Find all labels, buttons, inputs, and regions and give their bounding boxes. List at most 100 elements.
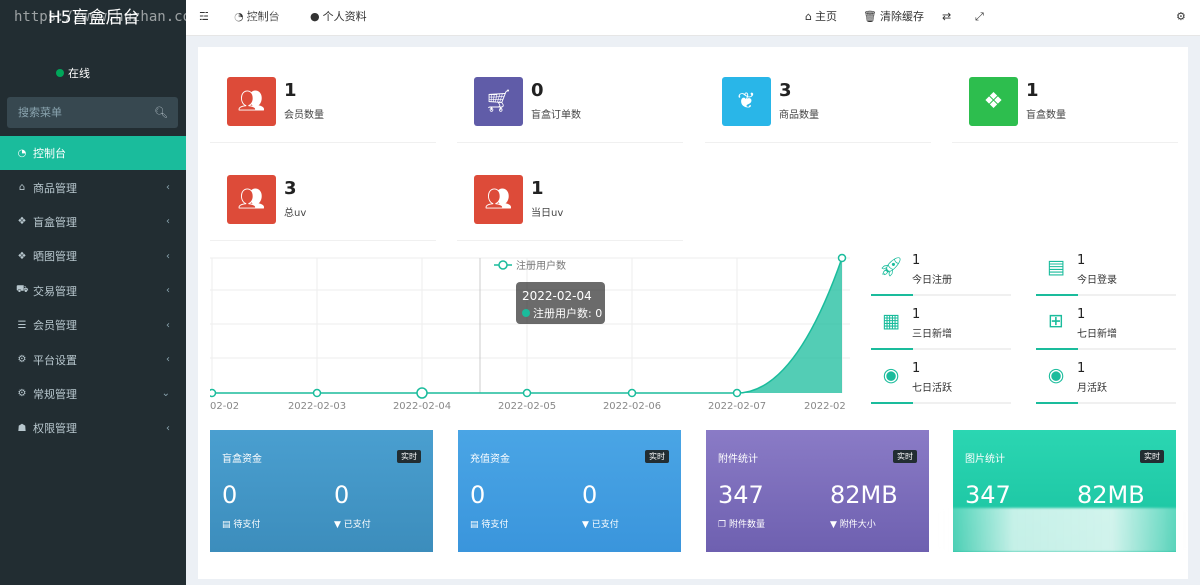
card-blindbox-funds: 盲盒资金 实时 0 ▤ 待支付 0 ▼ 已支付 <box>210 430 433 552</box>
stat-blindboxes[interactable]: ❖ 1 盲盒数量 <box>952 47 1178 143</box>
menu-toggle-button[interactable]: ☰ <box>199 10 209 23</box>
user-circle-icon: ◉ <box>1047 364 1065 386</box>
x-tick-label: 2022-02-07 <box>708 401 766 412</box>
language-icon[interactable]: ⇄ <box>942 10 952 23</box>
stat-today-uv[interactable]: 👥︎ 1 当日uv <box>457 145 683 241</box>
users-icon: 👥︎ <box>227 77 276 126</box>
card-label-text: 待支付 <box>481 520 509 530</box>
sidebar-item-photos[interactable]: ❖ 晒图管理 ‹ <box>0 239 186 273</box>
cart-icon: ⛟ <box>16 284 29 296</box>
mini-stat-label: 三日新增 <box>912 329 952 340</box>
mini-stat-underline <box>871 348 913 350</box>
x-tick-label: 2022-02-04 <box>393 401 451 412</box>
legend-label: 注册用户数 <box>516 259 566 272</box>
clear-cache-button[interactable]: 🗑︎ 清除缓存 <box>863 0 924 36</box>
sidebar-item-blindbox[interactable]: ❖ 盲盒管理 ‹ <box>0 205 186 239</box>
x-tick-label: 2022-02-06 <box>603 401 661 412</box>
sidebar-item-general[interactable]: ⚙ 常规管理 ⌄ <box>0 377 186 411</box>
x-tick-label: 2022-02-03 <box>288 401 346 412</box>
mini-stat-three-day: ▦ 1 三日新增 <box>871 304 1011 350</box>
online-dot-icon <box>56 69 64 77</box>
fullscreen-icon[interactable]: ⤢ <box>975 10 984 23</box>
sidebar-item-products[interactable]: ⌂ 商品管理 ‹ <box>0 170 186 204</box>
users-icon: 👥︎ <box>474 175 523 224</box>
sidebar-item-label: 常规管理 <box>33 387 77 401</box>
calendar-plus-icon: ⊞ <box>1048 310 1064 332</box>
mini-stat-label: 七日新增 <box>1077 329 1117 340</box>
chevron-left-icon: ‹ <box>166 216 170 228</box>
mini-stat-underline <box>1036 402 1078 404</box>
tab-dashboard[interactable]: ◔ 控制台 <box>234 0 280 36</box>
mini-stat-label: 今日注册 <box>912 275 952 286</box>
mini-stat-today-login: ▤ 1 今日登录 <box>1036 250 1176 296</box>
stat-value: 0 <box>531 80 544 101</box>
sidebar-search-input[interactable]: 搜索菜单 🔍︎ <box>7 97 178 128</box>
settings-icon[interactable]: ⚙ <box>1176 10 1186 23</box>
registration-chart[interactable]: 02-02 2022-02-03 2022-02-04 2022-02-05 2022-… <box>207 252 850 417</box>
sidebar-item-label: 平台设置 <box>33 353 77 367</box>
stat-value: 1 <box>284 80 297 101</box>
brand-title[interactable]: H5盲盒后台 <box>48 8 140 28</box>
registration-chart-svg: 02-02 2022-02-03 2022-02-04 2022-02-05 2022-… <box>207 253 850 412</box>
data-point <box>627 388 637 398</box>
mini-stat-seven-active: ◉ 1 七日活跃 <box>871 358 1011 404</box>
user-status: 在线 <box>56 65 90 81</box>
stat-members[interactable]: 👥︎ 1 会员数量 <box>210 47 436 143</box>
tab-dashboard-label: 控制台 <box>246 10 280 23</box>
profile-link[interactable]: ● 个人资料 <box>310 0 367 36</box>
card-attachments: 附件统计 实时 347 ❐ 附件数量 82MB ▼ 附件大小 <box>706 430 929 552</box>
watermark-blur-overlay <box>939 508 1187 552</box>
card-label-text: 附件大小 <box>839 520 876 530</box>
sidebar-item-trade[interactable]: ⛟ 交易管理 ‹ <box>0 274 186 308</box>
stat-label: 会员数量 <box>284 110 324 121</box>
card-label-text: 附件数量 <box>728 520 765 530</box>
realtime-badge: 实时 <box>893 450 917 463</box>
home-label: 主页 <box>814 10 837 23</box>
chevron-down-icon: ⌄ <box>161 388 170 400</box>
card-title: 充值资金 <box>470 454 510 465</box>
card-label-count: ❐ 附件数量 <box>718 517 765 530</box>
mini-stat-value: 1 <box>1077 253 1086 268</box>
dropbox-icon: ❖ <box>17 250 27 262</box>
trash-icon: 🗑︎ <box>863 10 877 23</box>
chevron-left-icon: ‹ <box>166 422 170 434</box>
sidebar-item-platform[interactable]: ⚙ 平台设置 ‹ <box>0 342 186 376</box>
sidebar-item-dashboard[interactable]: ◔ 控制台 <box>0 136 186 171</box>
search-icon[interactable]: 🔍︎ <box>154 106 168 119</box>
card-value-size: 82MB <box>830 481 898 509</box>
files-icon: ❐ <box>718 520 729 530</box>
card-label-size: ▼ 附件大小 <box>830 517 876 530</box>
sidebar-item-label: 晒图管理 <box>33 250 77 264</box>
tooltip-box <box>516 282 605 324</box>
leaf-icon: ❦ <box>722 77 771 126</box>
mini-stat-today-register: 🚀︎ 1 今日注册 <box>871 250 1011 296</box>
sidebar-menu: ◔ 控制台 ⌂ 商品管理 ‹ ❖ 盲盒管理 ‹ ❖ 晒图管理 ‹ ⛟ 交易管理 … <box>0 136 186 446</box>
stat-orders[interactable]: 🛒︎ 0 盲盒订单数 <box>457 47 683 143</box>
sidebar-item-members[interactable]: ☰ 会员管理 ‹ <box>0 308 186 342</box>
chevron-left-icon: ‹ <box>166 319 170 331</box>
sidebar-item-permissions[interactable]: ☗ 权限管理 ‹ <box>0 411 186 445</box>
tooltip-marker <box>522 309 530 317</box>
stat-total-uv[interactable]: 👥︎ 3 总uv <box>210 145 436 241</box>
user-status-label: 在线 <box>68 67 90 80</box>
id-card-icon: ▤ <box>1047 256 1065 278</box>
stat-label: 总uv <box>284 208 307 219</box>
card-label-text: 待支付 <box>233 520 261 530</box>
home-link[interactable]: ⌂ 主页 <box>805 0 837 36</box>
user-icon: ● <box>310 10 320 23</box>
card-value-pending: 0 <box>470 481 486 509</box>
card-value-size: 82MB <box>1077 481 1145 509</box>
stat-label: 当日uv <box>531 208 564 219</box>
mini-stat-label: 月活跃 <box>1077 383 1107 394</box>
rocket-icon: 🚀︎ <box>879 256 904 278</box>
data-point <box>837 253 847 263</box>
card-label-pending: ▤ 待支付 <box>222 517 260 530</box>
mini-stat-value: 1 <box>912 361 921 376</box>
bank-icon: ⌂ <box>18 182 26 194</box>
home-icon: ⌂ <box>805 10 812 23</box>
realtime-badge: 实时 <box>645 450 669 463</box>
data-point <box>312 388 322 398</box>
mini-stat-value: 1 <box>1077 307 1086 322</box>
stat-products[interactable]: ❦ 3 商品数量 <box>705 47 931 143</box>
stat-label: 商品数量 <box>779 110 819 121</box>
